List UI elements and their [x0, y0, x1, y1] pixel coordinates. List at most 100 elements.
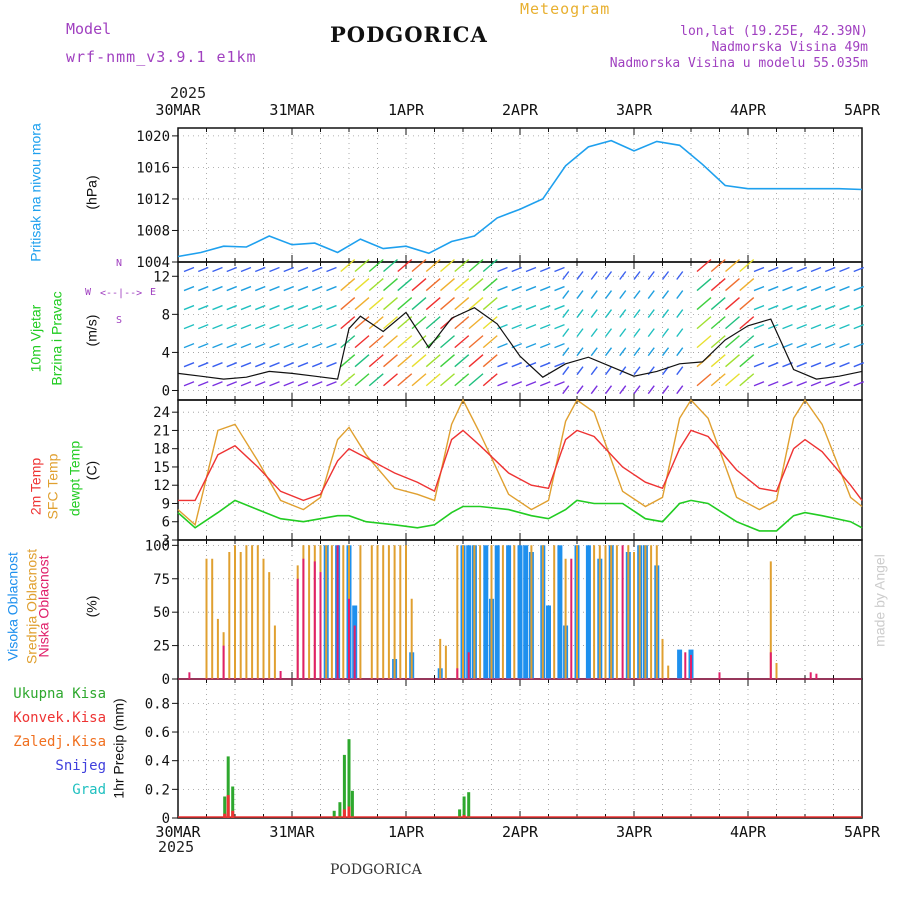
- wind-arrow: [539, 304, 551, 311]
- wind-arrow: [739, 335, 755, 349]
- meteogram-title: Meteogram: [520, 0, 611, 18]
- total-precip-bar: [350, 790, 354, 818]
- wind-arrow: [454, 335, 470, 349]
- wind-arrow: [240, 266, 252, 273]
- y-tick-label: 4: [162, 345, 170, 361]
- wind-arrow: [497, 285, 508, 292]
- wind-arrow: [297, 381, 309, 387]
- wind-arrow: [183, 362, 195, 368]
- wind-arrow: [796, 285, 808, 292]
- wind-arrow: [269, 304, 280, 311]
- wind-arrow: [226, 266, 238, 273]
- wind-arrow: [283, 343, 295, 349]
- wind-arrow: [796, 362, 808, 368]
- wind-arrow: [525, 381, 537, 387]
- wind-arrow: [725, 354, 740, 368]
- y-tick-label: 0: [162, 383, 170, 399]
- year-top: 2025: [170, 84, 207, 102]
- wind-arrow: [368, 316, 384, 330]
- wind-arrow: [676, 366, 684, 376]
- wind-arrow: [497, 266, 508, 273]
- wind-arrow: [739, 316, 755, 330]
- y-tick-label: 21: [153, 423, 170, 439]
- low-cloud-bar: [690, 654, 692, 679]
- wind-arrow: [604, 328, 613, 338]
- wind-arrow: [468, 335, 484, 349]
- wind-arrow: [753, 381, 765, 387]
- wind-arrow: [725, 278, 740, 292]
- wind-arrow: [633, 385, 641, 395]
- wind-arrow: [661, 309, 670, 319]
- wind-arrow: [554, 266, 565, 273]
- wind-arrow: [340, 373, 356, 387]
- x-label-bottom: 5APR: [844, 823, 881, 841]
- wind-arrow: [326, 304, 337, 311]
- wind-arrow: [254, 381, 266, 387]
- wind-arrow: [753, 323, 765, 330]
- high-cloud-bar: [557, 545, 563, 679]
- wind-arrow: [810, 381, 822, 387]
- wind-arrow: [810, 266, 822, 273]
- low-cloud-bar: [456, 668, 459, 679]
- wind-arrow: [590, 271, 598, 280]
- wind-arrow: [226, 304, 238, 311]
- wind-arrow: [661, 271, 670, 280]
- wind-arrow: [497, 362, 508, 368]
- wind-arrow: [197, 362, 209, 368]
- wind-arrow: [725, 373, 740, 387]
- wind-arrow: [482, 335, 498, 349]
- wind-arrow: [354, 354, 370, 368]
- wind-arrow: [440, 258, 455, 273]
- low-cloud-bar: [467, 652, 470, 679]
- wind-arrow: [576, 347, 584, 357]
- conv-precip-bar: [342, 809, 346, 818]
- wind-arrow: [226, 362, 238, 368]
- wind-arrow: [619, 385, 627, 395]
- wind-arrow: [647, 385, 655, 395]
- wind-arrow: [525, 343, 537, 349]
- wind-arrow: [539, 343, 551, 349]
- wind-arrow: [824, 343, 836, 349]
- y-tick-label: 1016: [136, 160, 170, 176]
- wind-arrow: [525, 304, 537, 311]
- wind-arrow: [676, 309, 684, 319]
- wind-arrow: [269, 266, 280, 273]
- wind-arrow: [183, 266, 195, 273]
- wind-arrow: [454, 258, 470, 273]
- y-tick-label: 8: [162, 307, 170, 323]
- low-cloud-bar: [348, 598, 350, 679]
- wind-arrow: [383, 335, 398, 349]
- wind-arrow: [647, 309, 655, 319]
- wind-arrow: [411, 316, 427, 330]
- y-tick-label: 1012: [136, 192, 170, 208]
- wind-arrow: [539, 381, 551, 387]
- station-title: PODGORICA: [330, 22, 488, 47]
- wind-arrow: [183, 285, 195, 292]
- wind-arrow: [590, 347, 598, 357]
- high-cloud-bar: [466, 545, 472, 679]
- wind-arrow: [696, 316, 712, 330]
- wind-arrow: [824, 323, 836, 330]
- wind-arrow: [753, 362, 765, 368]
- y-tick-label: 1020: [136, 129, 170, 145]
- wind-arrow: [197, 343, 209, 349]
- model-label: Model: [66, 20, 112, 38]
- dewpoint-line: [177, 499, 863, 532]
- wind-arrow: [183, 304, 195, 311]
- wind-arrow: [604, 347, 613, 357]
- y-tick-label: 12: [153, 478, 170, 494]
- wind-arrow: [562, 347, 570, 357]
- wind-arrow: [647, 271, 655, 280]
- wind-arrow: [212, 285, 223, 292]
- compass-e: E: [150, 287, 157, 298]
- wind-arrow: [525, 323, 537, 330]
- wind-arrow: [710, 258, 726, 273]
- wind-arrow: [696, 258, 712, 273]
- wind-arrow: [853, 285, 865, 292]
- cloud-ylabel-1: Visoka Oblacnost: [4, 552, 21, 661]
- low-cloud-bar: [188, 672, 191, 679]
- temp2m-line: [178, 429, 863, 502]
- wind-arrow: [340, 297, 356, 311]
- y-tick-label: 24: [153, 405, 170, 421]
